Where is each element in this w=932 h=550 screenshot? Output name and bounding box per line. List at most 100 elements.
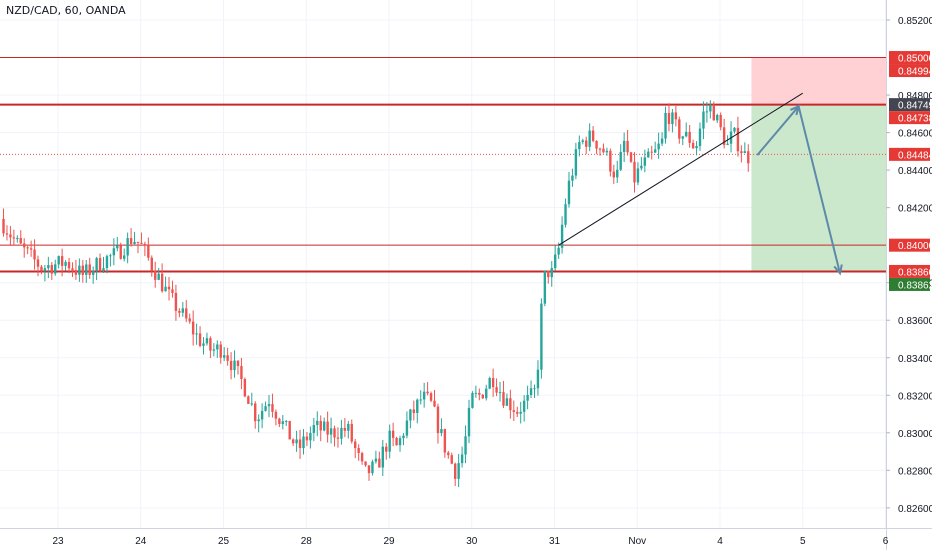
candle-body: [502, 392, 505, 406]
candle: [295, 430, 298, 452]
y-tick-label: 0.84600: [898, 129, 932, 140]
candle-body: [185, 308, 188, 319]
candle: [126, 232, 129, 264]
candle: [478, 388, 481, 401]
candle: [19, 230, 22, 245]
candle-body: [667, 112, 671, 125]
candle: [67, 257, 71, 274]
candle: [174, 284, 178, 321]
candle-body: [291, 439, 295, 444]
candle-body: [371, 461, 374, 474]
candle: [743, 142, 747, 154]
candle-body: [702, 111, 705, 129]
candle-body: [564, 204, 567, 225]
candle-body: [519, 411, 522, 414]
candle-body: [719, 114, 722, 128]
candle-body: [616, 169, 619, 178]
candle: [23, 238, 26, 258]
candle-body: [40, 266, 43, 271]
candle-body: [512, 410, 516, 412]
candle: [667, 103, 671, 132]
candle: [681, 135, 684, 146]
candle: [733, 127, 736, 134]
y-tick-label: 0.82600: [898, 504, 932, 515]
candle-body: [450, 455, 453, 464]
candle-body: [23, 243, 26, 248]
candle-body: [491, 378, 495, 388]
candle: [167, 276, 171, 301]
candle-body: [716, 114, 719, 121]
candle-body: [416, 399, 419, 413]
candle: [647, 148, 650, 158]
candle-body: [29, 248, 33, 250]
candle-body: [288, 420, 291, 440]
candle-body: [712, 104, 715, 121]
candle-body: [471, 393, 474, 408]
candle: [309, 426, 312, 449]
y-tick-label: 0.83400: [898, 354, 932, 365]
candle: [274, 409, 278, 426]
candle: [257, 414, 260, 433]
candle: [447, 450, 450, 459]
candle: [495, 378, 498, 397]
candle-body: [736, 127, 740, 152]
candle-body: [98, 258, 102, 271]
candle: [705, 102, 709, 123]
price-tag: 0.85000: [889, 51, 932, 65]
candle: [374, 450, 378, 464]
candle-body: [543, 270, 547, 304]
candle: [226, 347, 229, 366]
x-tick-label: 25: [218, 536, 230, 547]
candle-body: [429, 393, 433, 401]
candle: [716, 113, 719, 124]
candle: [357, 444, 360, 461]
candle-body: [247, 396, 250, 404]
candle: [433, 389, 436, 408]
candle: [671, 108, 674, 133]
candle: [129, 228, 133, 247]
candle-body: [164, 286, 167, 292]
candle: [250, 392, 253, 407]
price-tag: 0.84738: [889, 111, 932, 125]
candle-body: [622, 140, 626, 152]
candle: [488, 376, 491, 390]
x-tick-label: 29: [383, 536, 395, 547]
candle-body: [664, 112, 667, 139]
price-tag-label: 0.85000: [898, 54, 932, 65]
candle-body: [236, 360, 240, 367]
candle: [281, 415, 285, 430]
candle: [216, 340, 219, 358]
candle: [219, 341, 222, 364]
candle-body: [267, 404, 271, 407]
candle: [343, 418, 347, 438]
candle-body: [123, 255, 126, 259]
candle-body: [91, 270, 95, 275]
candle-body: [629, 152, 633, 162]
candle: [112, 238, 116, 266]
candle: [643, 149, 647, 173]
candle: [605, 147, 609, 156]
candle-body: [178, 310, 181, 313]
candle-body: [105, 256, 109, 269]
candle: [602, 143, 605, 154]
candle: [409, 408, 412, 429]
candle: [95, 256, 98, 281]
candle: [102, 256, 105, 274]
candle-body: [660, 138, 664, 144]
y-tick-label: 0.84200: [898, 204, 932, 215]
candle-body: [385, 446, 388, 452]
candle: [405, 411, 409, 439]
candle-body: [688, 131, 691, 143]
candle-body: [9, 234, 12, 238]
candle-body: [698, 128, 702, 146]
candle: [629, 151, 633, 163]
candle-body: [474, 392, 478, 394]
candle-body: [336, 437, 340, 439]
candle-body: [212, 349, 216, 351]
candle: [678, 116, 681, 144]
candle-body: [222, 355, 226, 358]
candle-body: [540, 303, 543, 370]
candle: [650, 145, 653, 160]
candle-body: [333, 428, 336, 438]
